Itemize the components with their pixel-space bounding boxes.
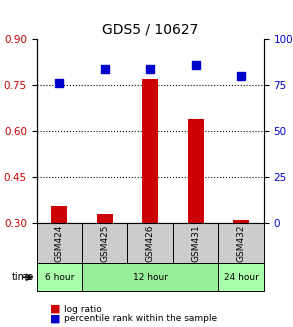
Bar — [188, 119, 204, 223]
Bar — [51, 206, 67, 223]
Text: ■: ■ — [50, 304, 60, 314]
Bar — [233, 220, 249, 223]
Text: GSM431: GSM431 — [191, 224, 200, 262]
Bar — [142, 79, 158, 223]
Point — [239, 73, 243, 78]
FancyBboxPatch shape — [37, 223, 82, 264]
Point — [57, 81, 62, 86]
FancyBboxPatch shape — [82, 264, 218, 291]
Text: log ratio: log ratio — [64, 304, 102, 314]
Text: GSM432: GSM432 — [236, 225, 246, 262]
FancyBboxPatch shape — [82, 223, 127, 264]
Text: ■: ■ — [50, 314, 60, 324]
Text: GSM426: GSM426 — [146, 225, 155, 262]
Text: 6 hour: 6 hour — [45, 273, 74, 282]
FancyBboxPatch shape — [173, 223, 218, 264]
Text: 24 hour: 24 hour — [224, 273, 258, 282]
FancyBboxPatch shape — [218, 223, 264, 264]
Text: percentile rank within the sample: percentile rank within the sample — [64, 314, 218, 323]
FancyBboxPatch shape — [218, 264, 264, 291]
Text: GSM424: GSM424 — [55, 225, 64, 262]
Point — [148, 66, 152, 71]
Text: time: time — [12, 272, 34, 282]
Point — [103, 66, 107, 71]
FancyBboxPatch shape — [37, 264, 82, 291]
Text: GSM425: GSM425 — [100, 225, 109, 262]
Point — [193, 62, 198, 68]
Title: GDS5 / 10627: GDS5 / 10627 — [102, 23, 198, 37]
Text: 12 hour: 12 hour — [133, 273, 168, 282]
FancyBboxPatch shape — [127, 223, 173, 264]
Bar — [97, 214, 113, 223]
